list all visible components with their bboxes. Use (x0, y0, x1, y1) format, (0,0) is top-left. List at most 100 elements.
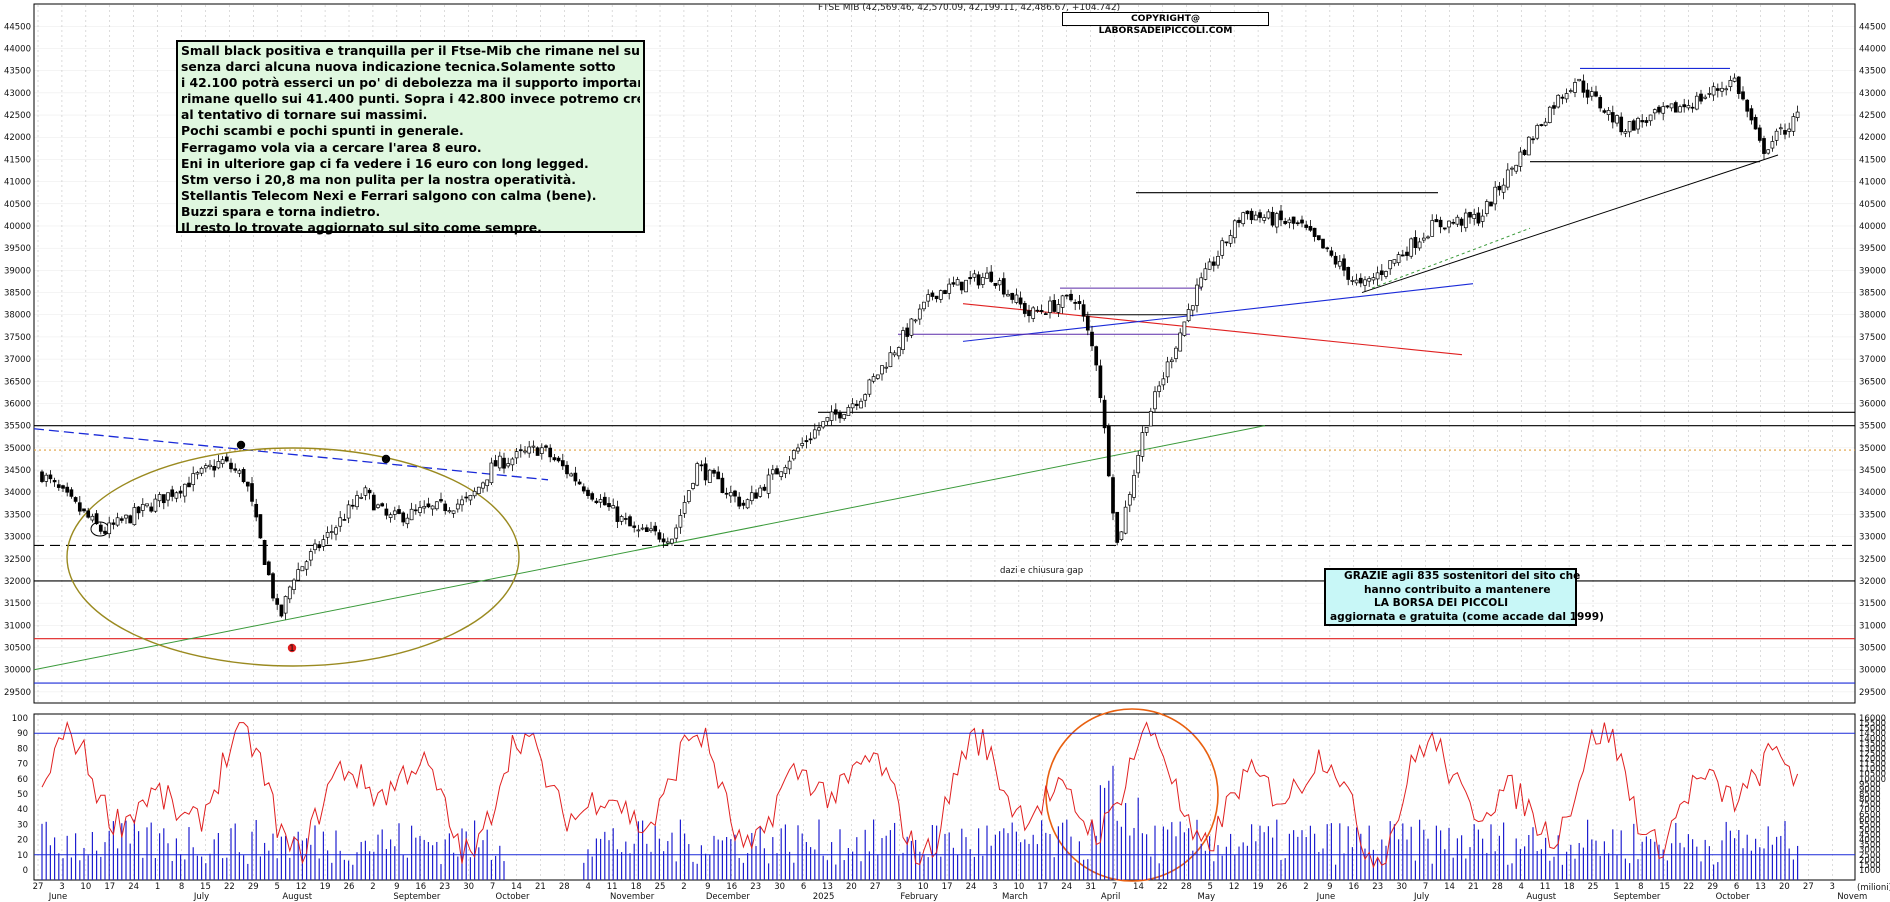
candle-body (338, 517, 343, 527)
candle-body (1115, 511, 1120, 543)
candle-body (985, 272, 989, 279)
candle-body (775, 468, 779, 475)
candle-body (1732, 77, 1737, 82)
candle-body (195, 472, 200, 475)
price-tick-label: 34000 (4, 488, 31, 498)
candle-body (745, 499, 750, 509)
candle-body (1375, 272, 1380, 280)
candle-body (1455, 216, 1460, 225)
candle-body (329, 531, 334, 533)
candle-body (1182, 321, 1187, 336)
candle-body (1136, 455, 1141, 474)
candle-body (485, 479, 490, 487)
candle-body (556, 457, 561, 462)
candle-body (552, 457, 557, 461)
month-label: February (900, 892, 938, 902)
volume-tick-label: 4500 (1859, 831, 1881, 841)
date-tick-label: 17 (104, 882, 115, 892)
date-tick-label: 17 (1037, 882, 1048, 892)
price-tick-label: 32000 (4, 577, 31, 587)
candle-body (1531, 138, 1535, 141)
candle-body (1342, 258, 1346, 271)
candle-body (821, 421, 826, 428)
price-tick-label: 43500 (1859, 67, 1886, 77)
volume-axis: 1000150020002500300035004000450050005500… (1857, 714, 1890, 893)
date-tick-label: 26 (1277, 882, 1288, 892)
price-tick-label: 30000 (1859, 666, 1886, 676)
candle-body (619, 516, 624, 522)
candle-body (1379, 270, 1384, 276)
candle-body (313, 543, 317, 551)
candle-body (1476, 212, 1481, 224)
candle-body (355, 495, 359, 508)
price-tick-label: 33500 (4, 510, 31, 520)
candle-body (909, 318, 914, 336)
volume-tick-label: 15500 (1859, 719, 1886, 729)
candle-body (224, 456, 229, 462)
date-tick-label: 7 (490, 882, 495, 892)
oscillator-tick-label: 100 (12, 714, 28, 724)
candle-body (573, 472, 578, 482)
candle-body (455, 503, 460, 510)
candle-body (1249, 210, 1254, 221)
price-tick-label: 40500 (4, 200, 31, 210)
candle-body (1207, 261, 1212, 270)
trendlines: 1 2 1 (33, 154, 1779, 882)
candle-body (174, 492, 179, 499)
price-tick-label: 34500 (1859, 466, 1886, 476)
date-tick-label: 22 (224, 882, 235, 892)
candle-body (972, 273, 977, 278)
candle-body (279, 604, 284, 617)
candle-body (523, 450, 527, 453)
candle-body (237, 470, 242, 474)
pivot-marker (287, 643, 297, 653)
price-tick-label: 38500 (4, 289, 31, 299)
price-tick-label: 39500 (4, 244, 31, 254)
candle-body (40, 471, 44, 482)
volume-tick-label: 10500 (1859, 770, 1886, 780)
candle-body (115, 517, 120, 526)
candle-body (1766, 149, 1771, 154)
date-tick-label: 1 (1614, 882, 1619, 892)
price-tick-label: 35500 (1859, 422, 1886, 432)
price-tick-label: 33000 (1859, 533, 1886, 543)
candle-body (1480, 215, 1485, 222)
candle-body (413, 509, 418, 512)
candle-body (1178, 332, 1183, 352)
candle-body (812, 429, 817, 439)
candle-body (1060, 295, 1065, 308)
commentary-line: i 42.100 potrà esserci un po' di debolez… (181, 75, 640, 91)
volume-tick-label: 2500 (1859, 851, 1881, 861)
candle-body (170, 489, 175, 497)
candle-body (1573, 82, 1577, 93)
candle-body (796, 447, 800, 452)
candle-body (296, 569, 301, 581)
candle-body (1304, 224, 1309, 228)
date-tick-label: 2 (1303, 882, 1308, 892)
candle-body (409, 508, 414, 521)
candle-body (308, 551, 313, 561)
candle-body (1186, 309, 1191, 322)
candle-body (292, 579, 296, 590)
date-tick-label: 30 (463, 882, 474, 892)
candle-body (976, 274, 981, 286)
candle-body (199, 467, 204, 474)
candle-body (1686, 105, 1691, 109)
date-tick-label: 23 (439, 882, 450, 892)
oscillator-tick-label: 90 (17, 729, 28, 739)
date-tick-label: 27 (1803, 882, 1814, 892)
candle-body (1169, 359, 1174, 363)
date-tick-label: 3 (1830, 882, 1835, 892)
pivot-marker (381, 454, 391, 464)
candle-body (1447, 220, 1451, 228)
candle-body (77, 502, 82, 512)
candle-body (1430, 220, 1435, 237)
candle-body (1526, 136, 1531, 156)
date-tick-label: 21 (535, 882, 546, 892)
candle-body (758, 487, 763, 497)
candle-body (124, 514, 128, 519)
date-tick-label: 2 (681, 882, 686, 892)
price-tick-label: 36500 (4, 377, 31, 387)
price-tick-label: 37500 (1859, 333, 1886, 343)
date-tick-label: 23 (750, 882, 761, 892)
